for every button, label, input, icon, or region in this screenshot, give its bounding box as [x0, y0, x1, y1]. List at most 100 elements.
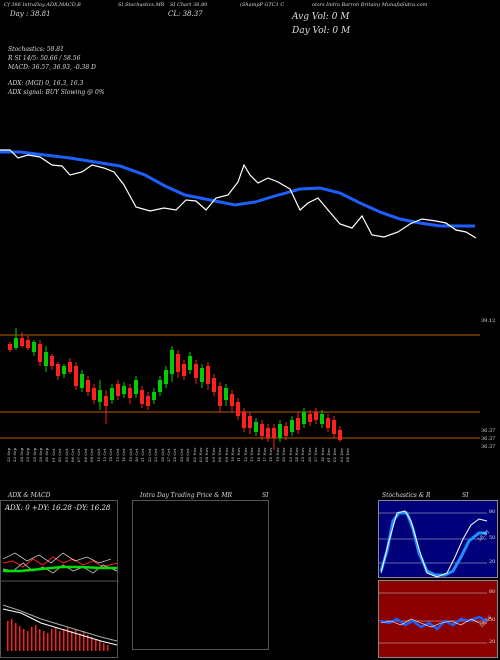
moving-average-line — [0, 150, 475, 228]
day-volume: Day Vol: 0 M — [292, 26, 351, 36]
date-label: 02 Dec — [332, 447, 338, 462]
date-label: 06 Oct — [70, 448, 75, 463]
candle — [224, 388, 228, 400]
header-close: CL: 38.37 — [168, 10, 203, 18]
date-label: 10 Nov — [230, 447, 235, 462]
candle — [254, 422, 258, 432]
date-label: 29 Sep — [38, 447, 43, 462]
candle — [308, 414, 312, 422]
candle — [134, 380, 138, 394]
header-title-2: SI,Stochastics,MR — [118, 2, 165, 8]
intra-panel-title: Intra Day Trading Price & MR — [140, 492, 233, 499]
date-label: 07 Oct — [76, 448, 82, 463]
date-label: 05 Nov — [210, 447, 216, 462]
candle — [116, 384, 120, 396]
date-label: 01 Oct — [50, 448, 56, 463]
candle — [128, 388, 132, 398]
date-label: 04 Nov — [204, 447, 210, 462]
date-label: 30 Nov — [319, 447, 325, 462]
date-label: 05 Oct — [63, 448, 69, 463]
candle — [332, 420, 336, 434]
main-chart — [0, 149, 480, 450]
header-title-5: olors Indra Barron Britain) MunafaSutra.… — [312, 2, 428, 8]
date-label: 19 Nov — [274, 447, 280, 462]
date-label: 19 Oct — [127, 448, 133, 463]
date-label: 25 Sep — [25, 447, 31, 462]
candle — [230, 394, 234, 406]
price-label-2: 36.37 — [481, 436, 496, 442]
date-label: 13 Oct — [102, 448, 107, 463]
candle — [122, 386, 126, 394]
date-label: 02 Nov — [191, 447, 197, 462]
date-label: 30 Sep — [44, 447, 50, 462]
candle — [242, 412, 246, 428]
date-label: 09 Nov — [223, 447, 229, 462]
candle — [338, 430, 342, 440]
date-label: 03 Dec — [338, 447, 344, 462]
candle — [248, 416, 252, 428]
stochastics-panel: 80 50 20 58.81 — [378, 500, 498, 578]
date-label: 03 Nov — [198, 447, 203, 462]
stoch-panel-title: Stochastics & R — [382, 492, 431, 499]
date-label: 23 Nov — [287, 447, 293, 462]
date-label: 23 Sep — [12, 447, 18, 462]
candle — [98, 390, 102, 402]
candle — [8, 344, 12, 350]
candle — [14, 338, 18, 348]
candle — [272, 428, 276, 438]
candle — [80, 374, 84, 388]
candles — [8, 328, 342, 450]
date-label: 09 Oct — [89, 448, 95, 463]
candle — [206, 366, 210, 384]
date-label: 28 Oct — [172, 448, 178, 463]
adx-panel-title: ADX & MACD — [8, 492, 51, 499]
adx-values: ADX: 0 +DY: 16.28 -DY: 16.28 — [5, 504, 111, 512]
candle — [50, 356, 54, 366]
candle — [260, 424, 264, 436]
date-label: 22 Sep — [6, 447, 11, 462]
stoch-panel-si: SI — [462, 492, 469, 499]
rsi-level-20: 20 — [489, 639, 496, 645]
candle — [326, 418, 330, 428]
candle — [44, 352, 48, 366]
date-label: 23 Oct — [153, 448, 159, 463]
candle — [92, 388, 96, 400]
candle — [212, 378, 216, 392]
date-label: 29 Oct — [178, 448, 184, 463]
date-label: 12 Nov — [242, 447, 248, 462]
candle — [140, 390, 144, 404]
header-day: Day : 38.81 — [10, 10, 51, 18]
candle — [68, 362, 72, 372]
candle — [314, 412, 318, 420]
candle — [146, 396, 150, 406]
date-label: 24 Sep — [18, 447, 24, 462]
candle — [32, 342, 36, 352]
stoch-level-80: 80 — [489, 509, 496, 515]
intra-panel-si: SI — [262, 492, 269, 499]
date-label: 15 Oct — [114, 448, 120, 463]
candle — [218, 386, 222, 406]
candle — [56, 364, 60, 376]
header-title-4: (ShampP GTC1 C — [240, 2, 285, 8]
adx-value: ADX: (MGI) 0, 16.3, 16.3 — [8, 80, 84, 87]
candle — [284, 426, 288, 436]
date-label: 18 Nov — [268, 447, 274, 462]
rsi-level-50: 50 — [489, 617, 496, 623]
candle — [86, 380, 90, 392]
candle — [158, 380, 162, 392]
date-label: 24 Nov — [294, 447, 299, 462]
stoch-level-20: 20 — [489, 559, 496, 565]
candle — [62, 366, 66, 374]
candle — [296, 418, 300, 430]
candle — [26, 340, 30, 348]
macd-value: MACD: 36.57, 36.93, -0.38 D — [8, 64, 96, 71]
candle — [170, 350, 174, 374]
candle — [182, 364, 186, 376]
candle — [302, 412, 306, 424]
candle — [266, 428, 270, 438]
adx-signal: ADX signal: BUY Slowing @ 0% — [8, 89, 105, 96]
stochastics-value: Stochastics: 58.81 — [8, 46, 64, 53]
date-label: 22 Oct — [146, 448, 152, 463]
adx-macd-panel: ADX: 0 +DY: 16.28 -DY: 16.28 — [0, 500, 119, 658]
rsi-panel: 80 50 20 50.66 — [378, 580, 498, 658]
